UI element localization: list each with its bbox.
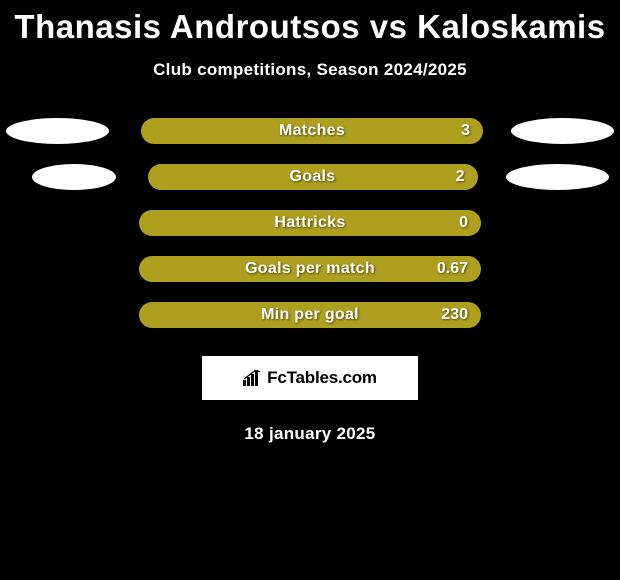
right-oval [511,118,614,144]
page-title: Thanasis Androutsos vs Kaloskamis [0,0,620,46]
stat-bar: Goals per match 0.67 [139,256,481,282]
stat-row-goals-per-match: Goals per match 0.67 [0,256,620,282]
watermark: FcTables.com [202,356,418,400]
stat-bar: Matches 3 [141,118,483,144]
stat-value: 0.67 [437,260,468,278]
date-label: 18 january 2025 [0,424,620,444]
stat-row-min-per-goal: Min per goal 230 [0,302,620,328]
stat-row-hattricks: Hattricks 0 [0,210,620,236]
stat-value: 2 [456,168,465,186]
stat-label: Matches [279,122,345,140]
stat-label: Hattricks [274,214,345,232]
stat-bar: Hattricks 0 [139,210,481,236]
watermark-text: FcTables.com [267,368,377,388]
right-oval [506,164,609,190]
stat-label: Goals [290,168,336,186]
stat-label: Goals per match [245,260,375,278]
stat-value: 3 [461,122,470,140]
stat-bar: Min per goal 230 [139,302,481,328]
stat-row-goals: Goals 2 [0,164,620,190]
subtitle: Club competitions, Season 2024/2025 [0,60,620,80]
left-oval [6,118,109,144]
stat-bar: Goals 2 [148,164,478,190]
left-oval [32,164,116,190]
stat-row-matches: Matches 3 [0,118,620,144]
stat-value: 230 [441,306,468,324]
stat-label: Min per goal [261,306,359,324]
stats-container: Matches 3 Goals 2 Hattricks 0 Goals [0,118,620,328]
bar-chart-icon [243,370,263,386]
stat-value: 0 [459,214,468,232]
